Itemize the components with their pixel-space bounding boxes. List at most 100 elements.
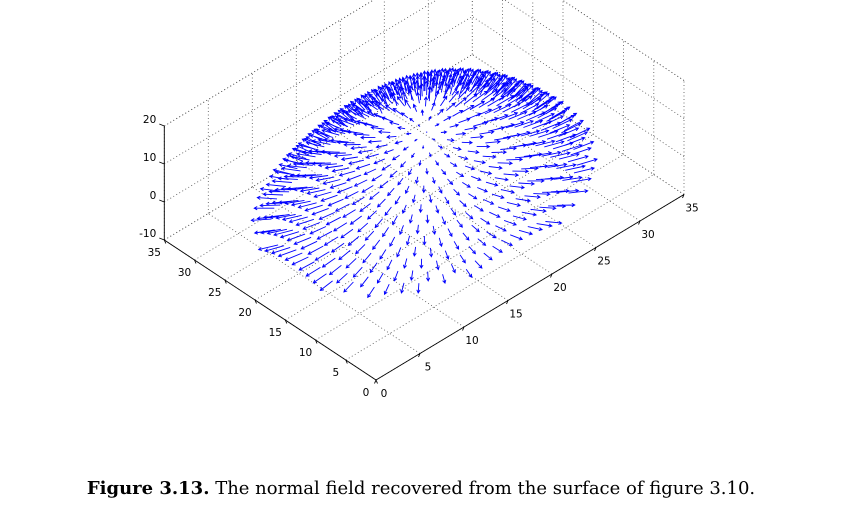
normal-vector-arrow <box>479 130 495 135</box>
normal-vector-arrow <box>344 191 359 199</box>
normal-vector-arrow <box>431 176 436 184</box>
normal-vector-arrow <box>458 117 471 124</box>
normal-vector-arrow <box>250 218 272 223</box>
normal-vector-arrow <box>443 116 452 122</box>
normal-vector-arrow <box>421 75 426 92</box>
normal-vector-arrow <box>408 84 413 100</box>
normal-vector-arrow <box>394 195 401 205</box>
wall-grid-line <box>561 0 685 81</box>
normal-vector-arrow <box>399 225 404 236</box>
normal-vector-arrow <box>368 93 377 107</box>
normal-vector-arrow <box>431 138 436 141</box>
normal-vector-arrow <box>558 127 580 137</box>
normal-vector-arrow <box>418 72 423 89</box>
normal-vector-arrow <box>352 266 363 278</box>
normal-vector-arrow <box>317 124 333 134</box>
normal-vector-arrow <box>405 235 411 246</box>
normal-vector-arrow <box>405 132 412 136</box>
wall-grid-line <box>164 54 473 241</box>
x-tick-mark <box>550 273 553 278</box>
normal-vector-arrow <box>323 236 339 246</box>
normal-vector-arrow <box>557 112 578 125</box>
normal-vector-arrow <box>449 78 456 95</box>
z-tick-label: 10 <box>143 152 156 164</box>
normal-vector-arrow <box>408 214 413 224</box>
normal-vector-arrow <box>396 247 402 258</box>
normal-vector-arrow <box>331 115 345 127</box>
normal-vector-arrow <box>347 236 360 247</box>
normal-vector-arrow <box>338 250 351 261</box>
normal-vector-arrow <box>556 203 576 208</box>
normal-vector-arrow <box>435 205 440 214</box>
normal-vector-arrow <box>518 181 536 186</box>
normal-vector-arrow <box>336 186 353 194</box>
normal-vector-arrow <box>483 252 493 261</box>
z-tick-label: 20 <box>143 114 156 126</box>
normal-vector-arrow <box>340 156 358 162</box>
normal-vector-arrow <box>567 131 589 142</box>
normal-vector-arrow <box>253 206 275 211</box>
normal-vector-arrow <box>485 181 499 187</box>
normal-vector-arrow <box>357 149 373 155</box>
z-tick-label: -10 <box>139 228 156 240</box>
normal-vector-arrow <box>441 216 446 226</box>
y-tick-mark <box>224 279 227 284</box>
x-tick-mark <box>682 194 685 199</box>
normal-vector-arrow <box>476 144 491 149</box>
normal-vector-arrow <box>461 72 470 89</box>
normal-vector-arrow <box>424 79 429 96</box>
y-tick-mark <box>375 379 378 384</box>
normal-vector-arrow <box>364 230 375 241</box>
normal-vector-arrow <box>386 134 397 140</box>
y-tick-mark <box>163 239 167 244</box>
normal-vector-arrow <box>411 72 417 89</box>
normal-vector-arrow <box>484 105 503 115</box>
normal-vector-arrow <box>351 103 363 117</box>
normal-vector-arrow <box>328 264 342 276</box>
normal-vector-arrow <box>506 157 524 162</box>
normal-vector-arrow <box>467 112 482 120</box>
normal-vector-arrow <box>456 171 465 177</box>
normal-vector-arrow <box>431 75 436 92</box>
wall-grid-line <box>164 16 473 203</box>
normal-vector-arrow <box>447 73 453 90</box>
normal-vector-arrow <box>337 109 351 121</box>
normal-vector-arrow <box>284 252 303 261</box>
y-tick-mark <box>345 359 348 364</box>
normal-vector-arrow <box>416 283 421 294</box>
normal-vector-arrow <box>567 154 589 163</box>
normal-vector-arrow <box>299 187 320 193</box>
normal-vector-arrow <box>434 123 440 127</box>
normal-vector-arrow <box>367 286 375 299</box>
normal-vector-arrow <box>321 257 336 268</box>
wall-grid-line <box>164 0 438 165</box>
normal-vector-arrow <box>333 112 348 122</box>
normal-vector-arrow <box>477 187 489 193</box>
normal-vector-arrow <box>414 176 419 185</box>
normal-vector-arrow <box>318 211 335 221</box>
normal-vector-arrow <box>482 154 497 159</box>
normal-vector-arrow <box>423 96 428 107</box>
normal-vector-arrow <box>474 260 483 269</box>
normal-vector-arrow <box>573 166 596 174</box>
normal-vector-arrow <box>529 129 550 137</box>
normal-vector-arrow <box>371 88 381 102</box>
normal-vector-arrow <box>570 147 592 156</box>
normal-vector-arrow <box>389 170 398 178</box>
normal-vector-arrow <box>564 136 586 146</box>
normal-vector-arrow <box>489 211 501 218</box>
normal-vector-arrow <box>511 102 531 113</box>
normal-vector-arrow <box>549 124 571 134</box>
normal-vector-arrow <box>311 207 329 216</box>
normal-vector-arrow <box>290 200 311 207</box>
normal-vector-arrow <box>456 219 463 228</box>
normal-vector-arrow <box>384 206 392 217</box>
normal-vector-arrow <box>518 229 534 236</box>
normal-vector-arrow <box>441 67 447 85</box>
normal-vector-arrow <box>477 238 487 246</box>
normal-vector-arrow <box>409 270 414 282</box>
normal-vector-arrow <box>389 120 400 126</box>
normal-vector-arrow <box>278 163 298 170</box>
normal-vector-arrow <box>468 246 477 255</box>
normal-vector-arrow <box>556 163 577 169</box>
